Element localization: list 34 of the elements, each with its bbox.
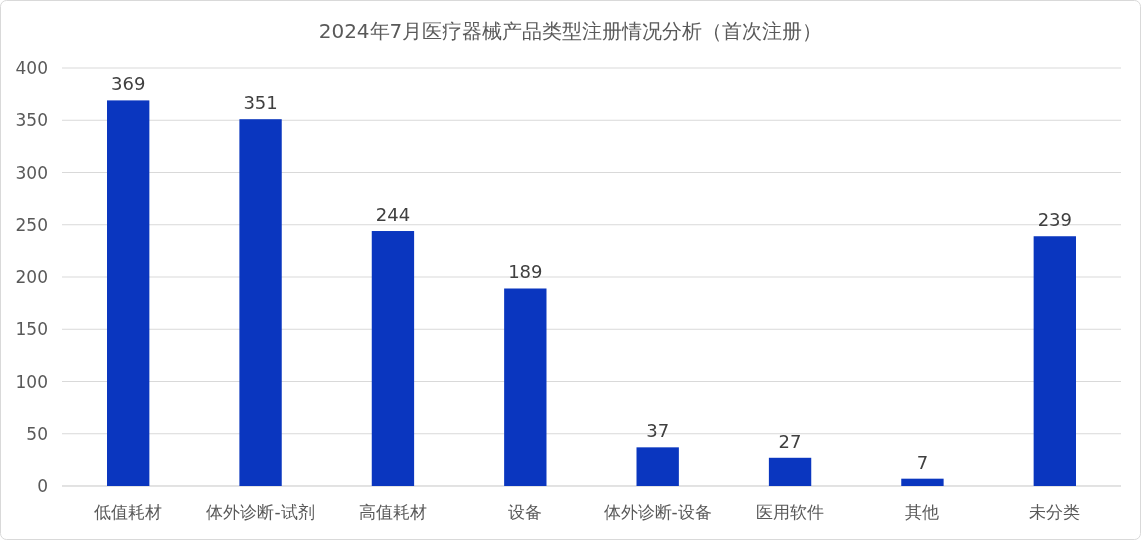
y-tick-label: 250: [15, 214, 48, 235]
x-tick-label: 其他: [905, 502, 940, 522]
data-label: 7: [916, 451, 929, 473]
data-label: 27: [778, 430, 802, 452]
x-tick-label: 体外诊断-试剂: [206, 502, 315, 522]
x-tick-label: 低值耗材: [94, 502, 163, 522]
y-tick-label: 50: [26, 423, 48, 444]
bar: [504, 288, 547, 486]
x-tick-label: 设备: [508, 502, 543, 522]
data-label: 369: [111, 73, 146, 95]
data-label: 239: [1037, 209, 1072, 231]
y-tick-label: 300: [15, 162, 48, 183]
bar: [901, 478, 944, 486]
x-tick-label: 高值耗材: [358, 502, 427, 522]
x-tick-label: 未分类: [1029, 502, 1081, 522]
data-label: 244: [375, 204, 411, 226]
y-tick-label: 200: [15, 267, 48, 287]
bar: [768, 457, 812, 486]
data-label: 189: [508, 261, 543, 283]
bar: [239, 119, 282, 486]
y-tick-label: 400: [15, 58, 48, 78]
chart-title: 2024年7月医疗器械产品类型注册情况分析（首次注册）: [318, 19, 823, 43]
y-tick-label: 100: [15, 371, 48, 392]
x-tick-label: 医用软件: [756, 502, 825, 522]
bar: [371, 231, 415, 486]
y-tick-label: 150: [15, 319, 48, 340]
data-label: 351: [243, 92, 278, 114]
bar: [636, 447, 679, 486]
y-tick-label: 350: [15, 110, 48, 131]
data-label: 37: [646, 420, 670, 442]
x-tick-label: 体外诊断-设备: [603, 502, 712, 522]
bar: [1033, 236, 1076, 486]
y-tick-label: 0: [37, 476, 48, 496]
bar: [107, 100, 150, 486]
